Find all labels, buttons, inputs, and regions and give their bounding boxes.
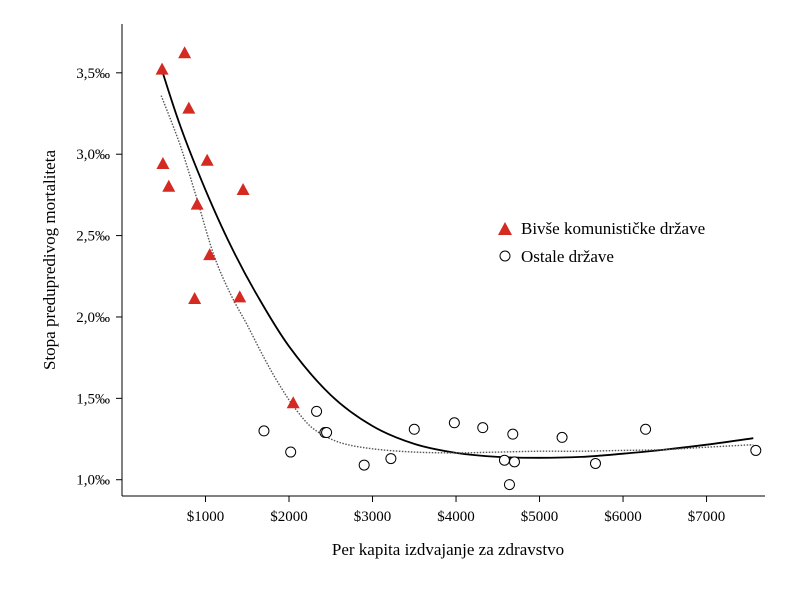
triangle-point: [190, 197, 204, 210]
x-tick-label: $6000: [604, 509, 642, 525]
circle-point: [640, 423, 652, 435]
axes: [121, 24, 765, 497]
circle-point: [508, 456, 520, 468]
triangle-point: [236, 183, 250, 196]
circle-point: [498, 454, 510, 466]
x-tick-label: $3000: [354, 509, 392, 525]
dotted-fit-line: [160, 95, 754, 454]
circle-point: [507, 428, 519, 440]
x-ticks: $1000 $2000 $3000 $4000 $5000 $6000 $7000: [187, 496, 726, 525]
circle-point: [385, 453, 397, 465]
legend-triangle-marker: [498, 222, 512, 235]
circle-point: [477, 422, 489, 434]
triangle-point: [182, 101, 196, 114]
triangle-point: [162, 179, 176, 192]
y-axis-title: Stopa predupredivog mortaliteta: [40, 150, 59, 370]
y-tick-label: 2,5‰: [76, 229, 110, 245]
y-tick-label: 1,0‰: [76, 473, 110, 489]
fit-lines: [160, 67, 754, 459]
triangle-point: [188, 292, 202, 305]
circle-point: [448, 417, 460, 429]
y-tick-label: 1,5‰: [76, 391, 110, 407]
legend-label-series-2: Ostale države: [521, 247, 614, 266]
circle-point: [408, 423, 420, 435]
y-tick-label: 3,0‰: [76, 147, 110, 163]
x-tick-label: $5000: [521, 509, 559, 525]
circle-point: [589, 457, 601, 469]
x-tick-label: $4000: [437, 509, 475, 525]
x-tick-label: $2000: [270, 509, 308, 525]
triangle-point: [178, 46, 192, 59]
solid-fit-line: [160, 67, 754, 459]
circle-point: [258, 425, 270, 437]
legend-label-series-1: Bivše komunističke države: [521, 219, 705, 238]
x-tick-label: $1000: [187, 509, 225, 525]
triangle-point: [286, 396, 300, 409]
y-ticks: 1,0‰ 1,5‰ 2,0‰ 2,5‰ 3,0‰ 3,5‰: [76, 66, 122, 489]
triangle-point: [156, 156, 170, 169]
legend: Bivše komunističke države Ostale države: [498, 219, 705, 266]
triangle-point: [233, 290, 247, 303]
triangle-point: [155, 62, 169, 75]
legend-circle-marker: [499, 250, 511, 262]
x-axis-title: Per kapita izdvajanje za zdravstvo: [332, 540, 564, 559]
circle-point: [321, 427, 333, 439]
circle-point: [358, 459, 370, 471]
circle-point: [285, 446, 297, 458]
x-tick-label: $7000: [688, 509, 726, 525]
circle-point: [556, 431, 568, 443]
circle-point: [750, 444, 762, 456]
triangle-point: [200, 153, 214, 166]
data-points: [155, 46, 762, 491]
y-tick-label: 3,5‰: [76, 66, 110, 82]
circle-point: [311, 405, 323, 417]
triangle-point: [203, 248, 217, 261]
circle-point: [503, 479, 515, 491]
y-tick-label: 2,0‰: [76, 310, 110, 326]
